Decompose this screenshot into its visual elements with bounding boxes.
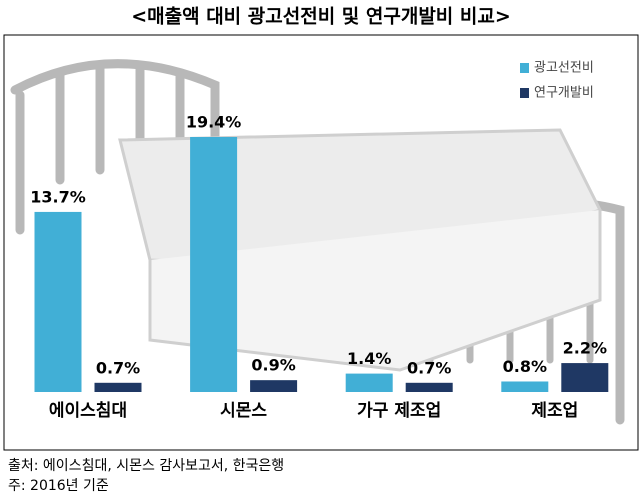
x-tick-label: 시몬스 (220, 401, 267, 421)
value-label: 19.4% (186, 113, 242, 132)
legend-swatch (520, 63, 529, 73)
bar (190, 137, 238, 392)
chart-title: <매출액 대비 광고선전비 및 연구개발비 비교> (131, 6, 511, 28)
footnote: 주: 2016년 기준 (8, 478, 109, 494)
value-label: 2.2% (563, 339, 607, 358)
bar (250, 380, 298, 392)
value-label: 0.9% (251, 356, 295, 375)
value-label: 1.4% (347, 349, 391, 368)
chart-frame (3, 34, 639, 451)
legend-label: 광고선전비 (534, 61, 594, 76)
bar (34, 211, 82, 392)
value-label: 0.7% (96, 358, 140, 377)
source-note: 출처: 에이스침대, 시몬스 감사보고서, 한국은행 (8, 458, 284, 474)
bar (501, 381, 549, 392)
bar (94, 382, 142, 392)
value-label: 13.7% (30, 187, 86, 206)
bed-illustration (10, 59, 625, 425)
bar (405, 382, 453, 392)
x-tick-label: 제조업 (531, 401, 578, 421)
legend-swatch (520, 88, 529, 98)
bar (561, 363, 609, 392)
bar (345, 373, 393, 392)
x-tick-label: 가구 제조업 (357, 401, 441, 421)
value-label: 0.7% (407, 358, 451, 377)
value-label: 0.8% (503, 357, 547, 376)
legend-label: 연구개발비 (534, 86, 594, 101)
x-tick-label: 에이스침대 (49, 400, 127, 421)
